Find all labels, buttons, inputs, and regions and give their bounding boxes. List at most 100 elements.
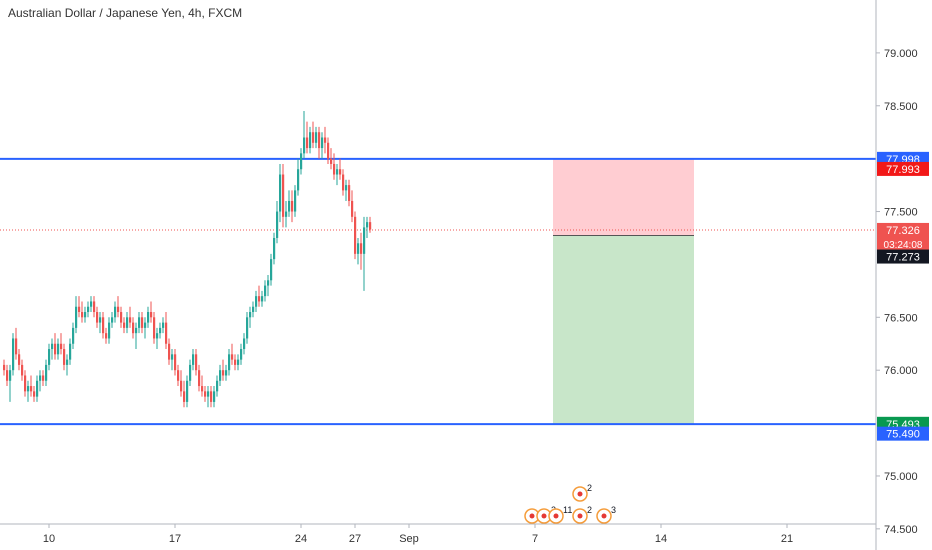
candle-body[interactable] [150,312,153,318]
candle-body[interactable] [57,343,60,355]
candle-body[interactable] [15,338,18,355]
candle-body[interactable] [267,280,270,286]
candle-body[interactable] [207,391,210,397]
candle-body[interactable] [78,306,81,313]
candle-body[interactable] [177,370,180,381]
candle-body[interactable] [246,317,249,339]
candle-body[interactable] [297,169,300,191]
candle-body[interactable] [312,132,315,143]
candle-body[interactable] [270,259,273,281]
candle-body[interactable] [339,169,342,175]
candle-body[interactable] [255,296,258,307]
candle-body[interactable] [309,132,312,149]
candle-body[interactable] [216,380,219,392]
candle-body[interactable] [282,174,285,217]
candle-body[interactable] [48,349,51,365]
candle-body[interactable] [36,380,39,397]
candle-body[interactable] [198,370,201,387]
candle-body[interactable] [87,306,90,313]
candle-body[interactable] [111,317,114,323]
candle-body[interactable] [300,153,303,170]
candle-body[interactable] [366,222,369,228]
candle-body[interactable] [279,174,282,212]
candle-body[interactable] [159,327,162,334]
candle-body[interactable] [153,317,156,339]
candle-body[interactable] [264,285,267,297]
stop-loss-zone[interactable] [553,159,694,236]
candle-body[interactable] [54,343,57,355]
candle-body[interactable] [360,243,363,254]
candle-body[interactable] [204,391,207,397]
candle-body[interactable] [261,296,264,302]
candle-body[interactable] [60,343,63,350]
candle-body[interactable] [228,354,231,371]
candle-body[interactable] [192,354,195,365]
candle-body[interactable] [99,317,102,323]
candle-body[interactable] [315,132,318,143]
candle-body[interactable] [156,333,159,339]
candle-body[interactable] [180,380,183,392]
candle-body[interactable] [174,354,177,371]
candle-body[interactable] [222,370,225,376]
candle-body[interactable] [234,359,237,365]
candle-body[interactable] [132,322,135,334]
candle-body[interactable] [21,364,24,376]
candle-body[interactable] [6,370,9,381]
candle-body[interactable] [351,200,354,217]
candle-body[interactable] [126,317,129,328]
candle-body[interactable] [75,306,78,328]
candle-body[interactable] [249,312,252,318]
candle-body[interactable] [363,227,366,254]
candle-body[interactable] [210,391,213,402]
candle-body[interactable] [195,354,198,371]
candle-body[interactable] [72,327,75,344]
candle-body[interactable] [162,322,165,328]
candle-body[interactable] [33,391,36,397]
candle-body[interactable] [108,322,111,339]
candle-body[interactable] [273,237,276,260]
candle-body[interactable] [252,306,255,313]
candle-body[interactable] [144,322,147,328]
candle-body[interactable] [183,391,186,402]
candle-body[interactable] [354,216,357,254]
candle-body[interactable] [69,343,72,360]
candle-body[interactable] [168,343,171,360]
candle-body[interactable] [84,312,87,318]
candle-body[interactable] [276,211,279,238]
candle-body[interactable] [117,306,120,313]
candle-body[interactable] [12,338,15,371]
candle-body[interactable] [129,317,132,323]
candle-body[interactable] [105,333,108,339]
candle-body[interactable] [165,322,168,344]
candle-body[interactable] [171,354,174,360]
candle-body[interactable] [66,359,69,365]
candle-body[interactable] [147,312,150,323]
candle-body[interactable] [18,354,21,365]
candle-body[interactable] [120,312,123,323]
candle-body[interactable] [225,370,228,376]
candle-body[interactable] [186,380,189,402]
candle-body[interactable] [324,137,327,143]
candle-body[interactable] [330,158,333,164]
candle-body[interactable] [306,137,309,149]
candle-body[interactable] [45,364,48,381]
candle-body[interactable] [93,301,96,313]
candle-body[interactable] [63,349,66,365]
candle-body[interactable] [81,312,84,318]
candle-body[interactable] [291,200,294,212]
candle-body[interactable] [90,301,93,307]
candle-body[interactable] [27,386,30,392]
candle-body[interactable] [243,338,246,350]
candle-body[interactable] [294,190,297,212]
candle-body[interactable] [213,391,216,402]
candle-body[interactable] [318,132,321,149]
candle-body[interactable] [96,312,99,323]
candle-body[interactable] [285,211,288,217]
candle-body[interactable] [102,317,105,334]
candle-body[interactable] [369,222,372,230]
candle-body[interactable] [189,364,192,381]
candle-body[interactable] [231,354,234,360]
candle-body[interactable] [333,163,336,175]
candle-body[interactable] [114,306,117,318]
candle-body[interactable] [24,375,27,392]
